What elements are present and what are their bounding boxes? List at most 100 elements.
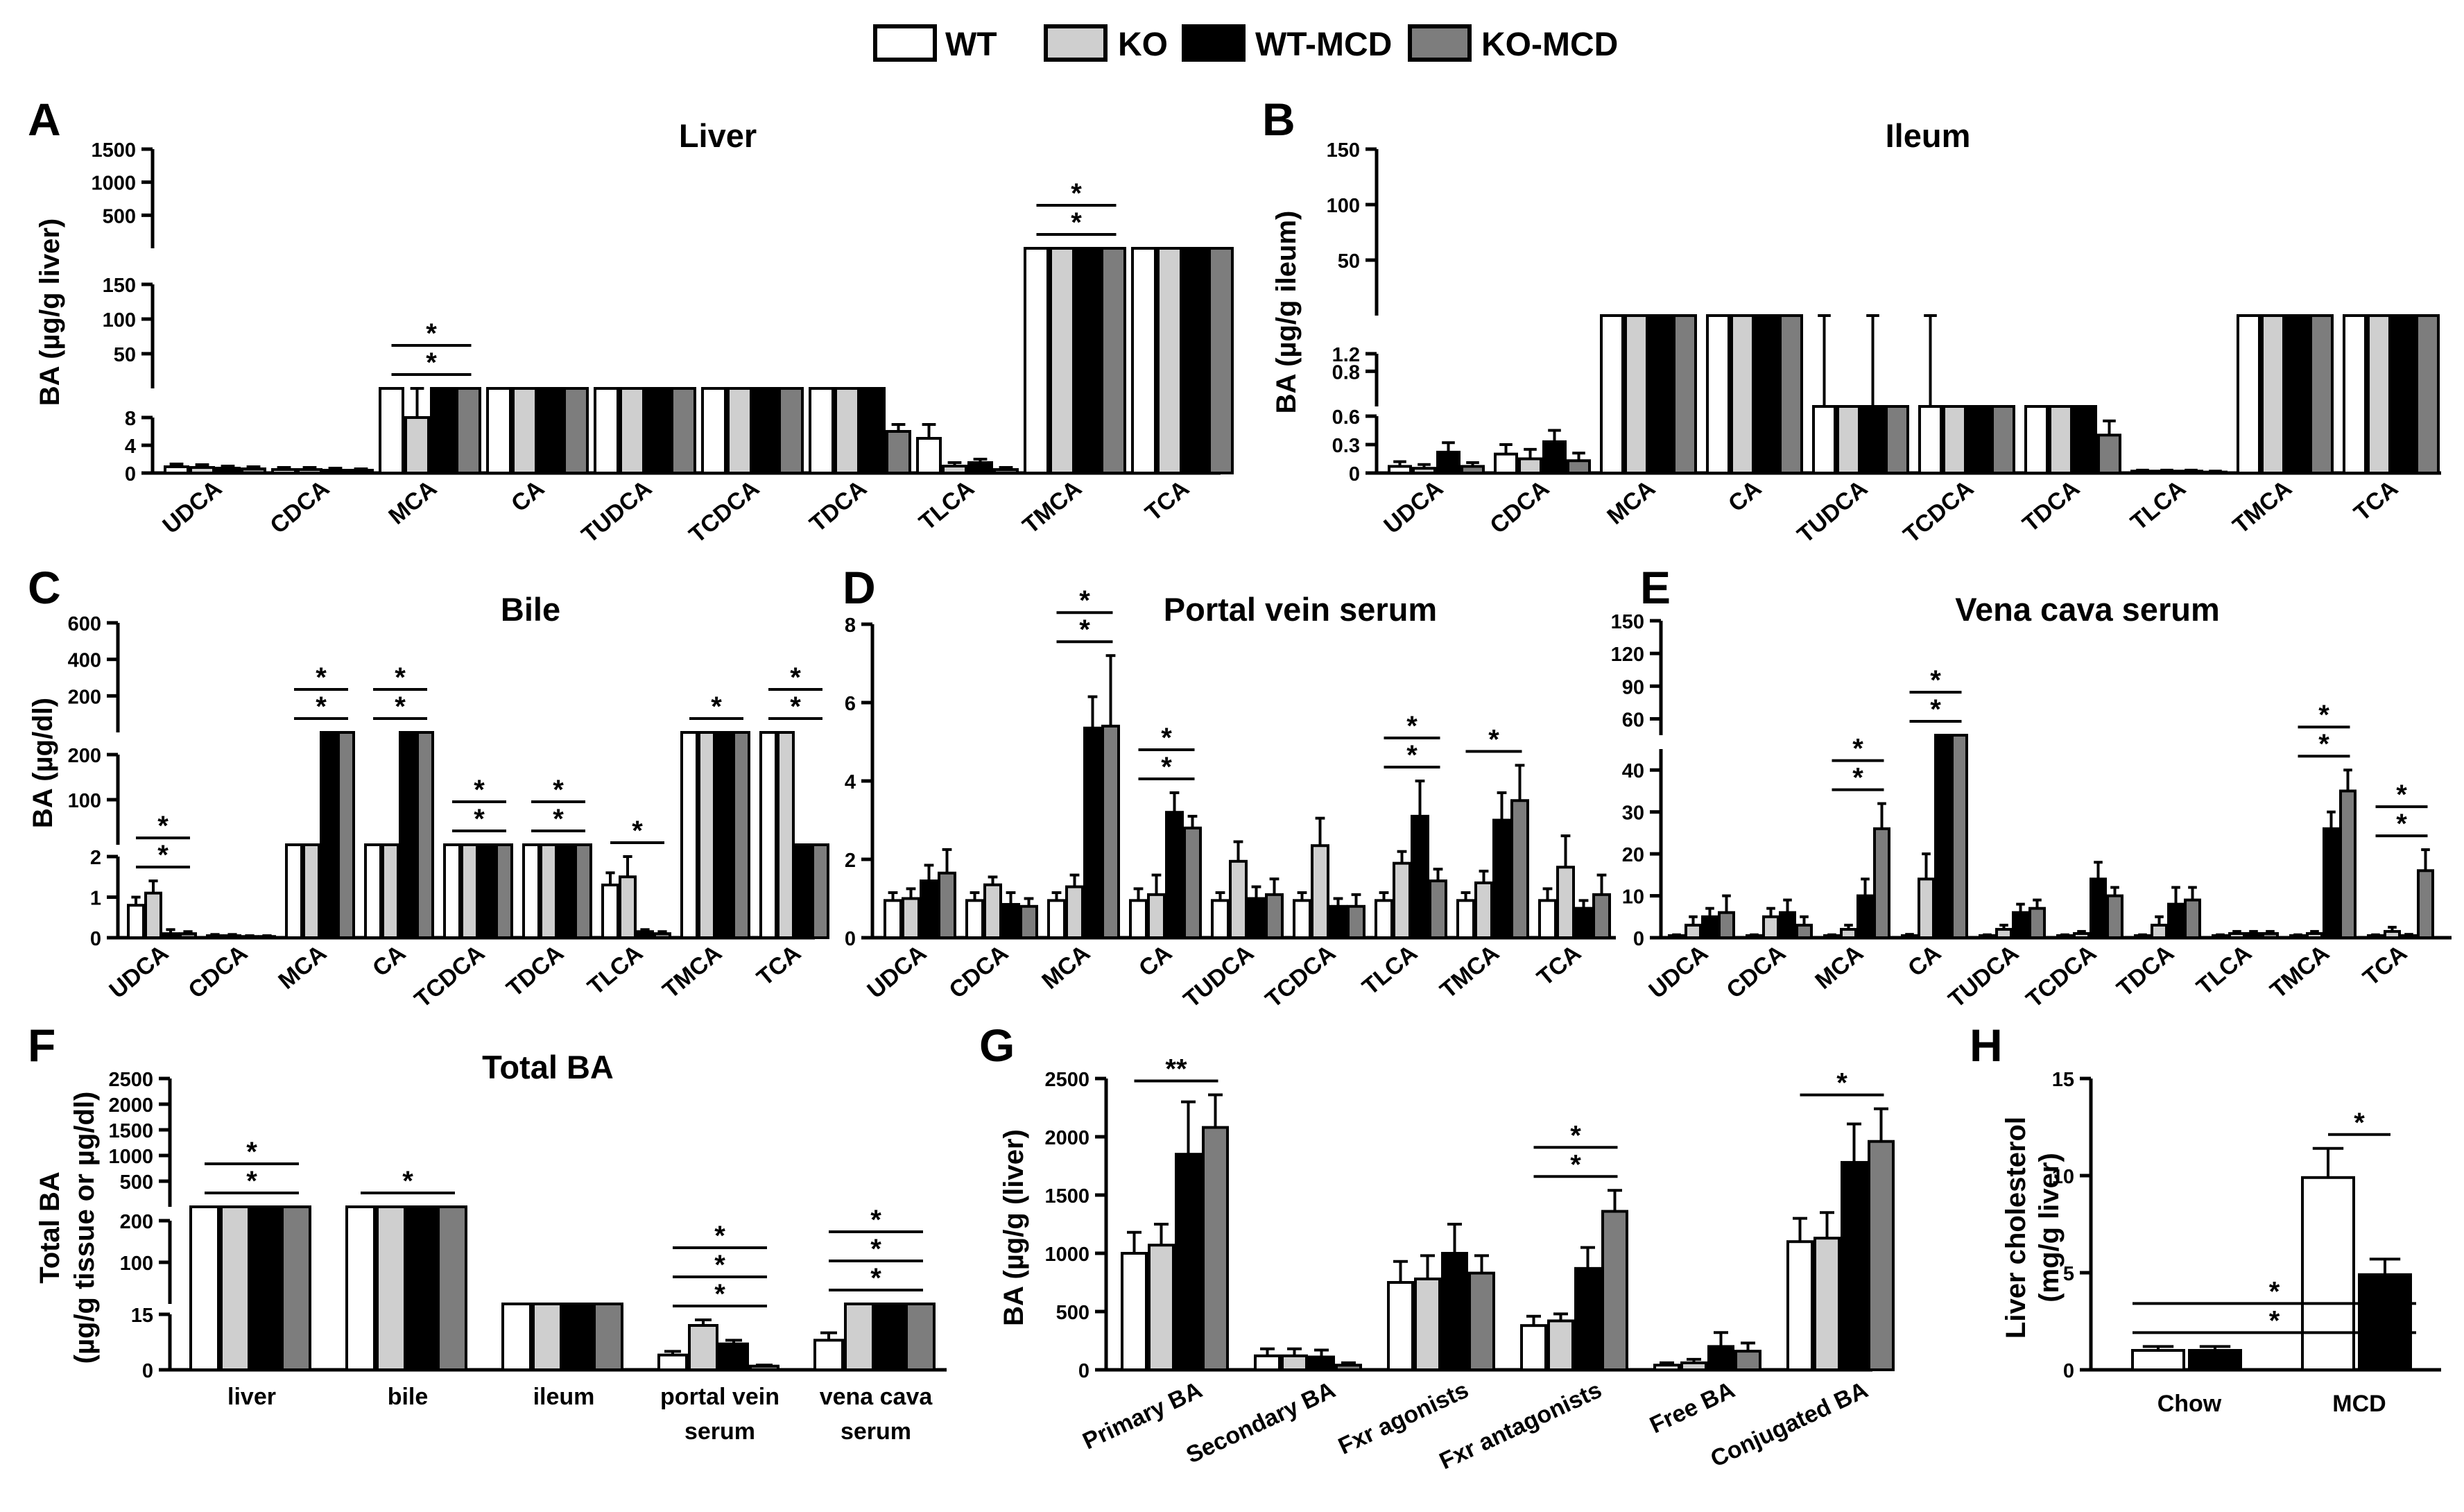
category-label-B-tcdca: TCDCA: [1899, 475, 1979, 549]
bar-D-tmca-wt: [1456, 899, 1475, 939]
bar-G-conjugated-ba-wt-mcd: [1841, 1160, 1868, 1371]
bar-B-udca-ko-mcd: [1461, 465, 1485, 475]
bar-D-udca-wt-mcd: [920, 879, 938, 939]
bar-C-tca-ko-mcd: [811, 843, 829, 939]
significance-star-C: *: [790, 691, 801, 722]
bar-B-tcdca-ko: [1942, 405, 1967, 474]
bar-F-ileum-wt-mcd: [562, 1303, 593, 1371]
bar-A-tca-ko-mcd: [1208, 247, 1234, 474]
y-tick-label-A: 0: [125, 463, 136, 486]
significance-star-G: *: [1570, 1120, 1581, 1151]
bar-C-tcdca-wt: [443, 843, 461, 939]
bar-C-tlca-ko: [619, 875, 637, 939]
bar-E-cdca-ko: [1762, 915, 1780, 940]
y-tick-label-F: 15: [131, 1305, 153, 1327]
y-tick-label-A: 150: [103, 275, 136, 297]
significance-star-G: *: [1836, 1068, 1847, 1099]
bar-C-mca-ko: [302, 843, 320, 939]
panel-title-D: Portal vein serum: [1164, 591, 1437, 628]
bar-A-tudca-wt-mcd: [645, 387, 671, 474]
significance-star-A: *: [426, 318, 437, 349]
significance-star-F: *: [714, 1279, 725, 1309]
bar-A-cdca-ko: [297, 468, 322, 474]
significance-star-D: *: [1406, 711, 1418, 741]
category-label-A-tudca: TUDCA: [577, 475, 657, 549]
bar-D-cdca-wt: [965, 899, 984, 939]
bar-F-portal-vein-serum-wt-mcd: [718, 1342, 749, 1371]
bar-A-mca-wt-mcd: [430, 387, 456, 474]
y-tick-label-B: 50: [1338, 250, 1360, 273]
category-label-E-ca: CA: [1903, 940, 1946, 982]
category-label-F-portal-vein-serum: portal vein: [660, 1384, 779, 1410]
bar-C-ca-ko-mcd: [416, 731, 434, 939]
bar-E-mca-ko: [1840, 927, 1857, 940]
bar-C-ca-wt: [364, 843, 382, 939]
bar-B-tca-wt-mcd: [2391, 314, 2415, 474]
bar-D-udca-wt: [884, 899, 902, 939]
y-tick-label-D: 6: [845, 693, 856, 715]
y-tick-label-F: 1500: [108, 1120, 153, 1142]
bar-B-tca-ko-mcd: [2415, 314, 2440, 474]
bar-C-tmca-ko-mcd: [732, 731, 750, 939]
bar-D-tlca-wt: [1375, 899, 1393, 939]
bar-B-tdca-ko-mcd: [2097, 433, 2121, 474]
bar-C-mca-wt: [285, 843, 303, 939]
category-label-E-mca: MCA: [1810, 940, 1868, 995]
bar-A-cdca-wt: [271, 468, 297, 474]
bar-E-tca-ko: [2384, 929, 2401, 940]
significance-star-C: *: [316, 662, 327, 693]
significance-star-C: *: [157, 840, 169, 870]
bar-G-primary-ba-wt: [1121, 1252, 1148, 1371]
y-tick-label-A: 50: [114, 344, 136, 366]
panel-label-D: D: [843, 562, 876, 613]
y-axis-label-C: BA (µg/dl): [28, 698, 58, 828]
bar-G-conjugated-ba-wt: [1786, 1240, 1813, 1371]
significance-star-F: *: [870, 1234, 881, 1264]
bar-F-ileum-ko-mcd: [593, 1303, 623, 1371]
bar-B-udca-wt: [1388, 465, 1412, 475]
y-tick-label-G: 1000: [1044, 1244, 1089, 1266]
bar-E-ca-ko-mcd: [1951, 734, 1968, 939]
significance-star-D: *: [1488, 724, 1499, 755]
panel-label-F: F: [28, 1020, 55, 1071]
bar-A-ca-wt-mcd: [537, 387, 563, 474]
bar-B-tudca-wt: [1812, 405, 1836, 474]
bar-D-tcdca-ko: [1311, 844, 1329, 939]
bar-E-ca-ko: [1918, 877, 1935, 940]
significance-star-H: *: [2269, 1276, 2280, 1307]
bar-G-fxr-antagonists-wt-mcd: [1574, 1266, 1601, 1371]
legend-swatch-ko-mcd: [1408, 24, 1472, 62]
significance-star-A: *: [1071, 207, 1082, 238]
bar-C-tlca-wt-mcd: [636, 930, 654, 939]
bar-C-cdca-ko: [223, 934, 241, 939]
bar-C-udca-wt-mcd: [162, 932, 180, 940]
bar-E-mca-ko-mcd: [1873, 827, 1890, 940]
bar-E-tdca-ko: [2151, 923, 2168, 940]
bar-E-udca-ko-mcd: [1718, 911, 1735, 939]
bar-D-tcdca-ko-mcd: [1347, 904, 1365, 940]
bar-D-cdca-ko: [983, 883, 1002, 939]
bar-F-portal-vein-serum-ko: [688, 1324, 718, 1371]
y-tick-label-A: 1000: [91, 173, 136, 195]
bar-E-tmca-ko: [2306, 931, 2323, 940]
significance-star-E: *: [2318, 700, 2329, 730]
significance-star-F: *: [870, 1205, 881, 1235]
significance-star-C: *: [474, 775, 485, 805]
bar-F-bile-ko-mcd: [437, 1205, 467, 1371]
category-label-H-mcd: MCD: [2332, 1391, 2386, 1417]
bar-B-cdca-ko: [1518, 457, 1542, 474]
bar-E-tcdca-ko: [2073, 931, 2090, 940]
bar-G-fxr-antagonists-wt: [1520, 1324, 1547, 1372]
category-label-C-tmca: TMCA: [657, 940, 727, 1004]
y-tick-label-C: 2: [90, 847, 101, 869]
bar-E-udca-ko: [1685, 923, 1702, 940]
bar-A-mca-ko: [404, 416, 430, 474]
bar-B-tdca-wt: [2024, 405, 2049, 474]
y-tick-label-C: 100: [68, 790, 101, 812]
bar-G-secondary-ba-wt-mcd: [1308, 1355, 1335, 1372]
bar-G-free-ba-ko-mcd: [1734, 1350, 1761, 1371]
legend-label-wt: WT: [945, 26, 997, 63]
bar-A-tudca-ko-mcd: [671, 387, 696, 474]
bar-E-tca-ko-mcd: [2417, 869, 2434, 940]
